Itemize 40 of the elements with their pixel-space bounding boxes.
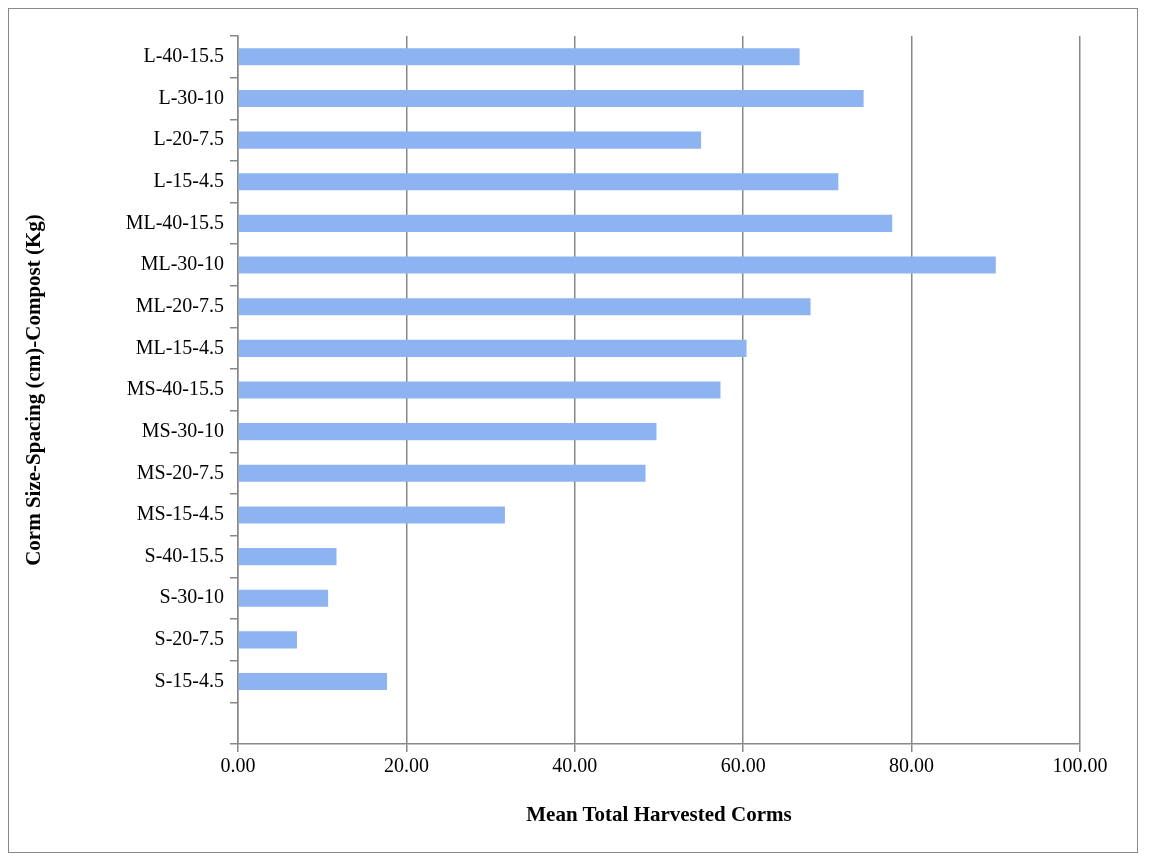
bar bbox=[238, 631, 297, 649]
y-tick-label: ML-15-4.5 bbox=[135, 335, 224, 358]
bar bbox=[238, 506, 505, 524]
y-tick-label: S-15-4.5 bbox=[154, 668, 224, 691]
x-tick-label: 40.00 bbox=[552, 754, 598, 777]
bar bbox=[238, 89, 864, 108]
bar bbox=[238, 173, 839, 191]
bar bbox=[238, 339, 747, 357]
y-tick-label: MS-20-7.5 bbox=[136, 460, 224, 483]
y-tick-label: S-40-15.5 bbox=[144, 543, 224, 566]
x-tick-label: 80.00 bbox=[889, 754, 935, 777]
y-tick-label: ML-30-10 bbox=[140, 252, 224, 275]
y-tick-label: S-30-10 bbox=[159, 585, 224, 608]
y-tick-label: L-20-7.5 bbox=[153, 127, 224, 150]
bar bbox=[238, 381, 721, 399]
x-tick-label: 0.00 bbox=[220, 754, 256, 777]
y-tick-label: ML-20-7.5 bbox=[135, 293, 224, 316]
y-tick-label: L-15-4.5 bbox=[153, 169, 224, 192]
bar bbox=[238, 256, 996, 274]
x-tick-label: 100.00 bbox=[1052, 754, 1108, 777]
bar bbox=[238, 548, 337, 566]
y-tick-label: MS-15-4.5 bbox=[136, 502, 224, 525]
bar bbox=[238, 298, 811, 316]
bar bbox=[238, 672, 388, 691]
y-tick-label: S-20-7.5 bbox=[154, 627, 224, 650]
bar bbox=[238, 48, 800, 66]
y-tick-label: ML-40-15.5 bbox=[125, 210, 224, 233]
y-axis-title: Corm Size-Spacing (cm)-Compost (Kg) bbox=[21, 214, 46, 566]
bar bbox=[238, 423, 657, 441]
x-axis-title: Mean Total Harvested Corms bbox=[526, 801, 792, 826]
x-tick-label: 20.00 bbox=[383, 754, 429, 777]
bar bbox=[238, 131, 702, 149]
y-tick-label: MS-40-15.5 bbox=[126, 377, 224, 400]
x-tick-label: 60.00 bbox=[720, 754, 766, 777]
bar bbox=[238, 214, 893, 232]
y-tick-label: L-30-10 bbox=[158, 85, 224, 108]
y-tick-label: L-40-15.5 bbox=[143, 44, 224, 67]
bar bbox=[238, 464, 646, 482]
bar bbox=[238, 589, 329, 607]
y-tick-label: MS-30-10 bbox=[141, 418, 224, 441]
